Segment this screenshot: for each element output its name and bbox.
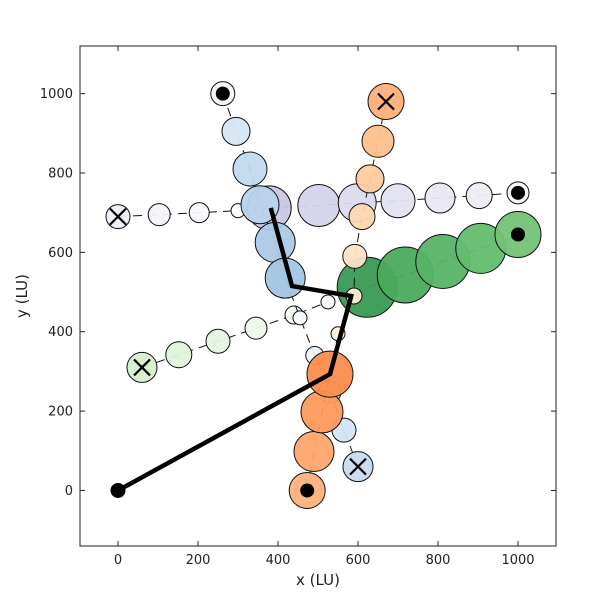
y-tick-label-4: 800 [48, 166, 73, 181]
series-purple-point-7 [380, 183, 416, 219]
series-orange-point-8 [355, 164, 385, 194]
y-tick-label-3: 600 [48, 246, 73, 261]
series-orange-point-6 [342, 243, 368, 269]
series-green-light-point-2 [205, 328, 231, 354]
path-start-dot-marker [110, 482, 126, 498]
series-blue-end-x-marker-b [349, 457, 367, 476]
series-orange-point-9 [361, 124, 395, 158]
series-green-light-point-1 [165, 341, 193, 369]
x-tick-label-3: 600 [346, 553, 371, 568]
y-tick-label-2: 400 [48, 325, 73, 340]
axis-layer: 0 200 400 600 800 1000 0 200 400 600 800 1000 [40, 46, 556, 568]
series-green-light-point-5 [320, 294, 336, 310]
series-purple-point-1 [147, 203, 171, 227]
plot-frame [79, 45, 557, 547]
series-purple [105, 181, 530, 231]
series-purple-point-9 [465, 182, 493, 210]
series-green-dark [336, 210, 542, 318]
plot-area [105, 81, 542, 509]
series-layer [105, 81, 542, 509]
series-orange-point-2 [300, 390, 344, 434]
series-purple-point-2 [188, 202, 210, 224]
series-green-light-point-3 [244, 316, 268, 340]
series-purple-point-5 [297, 184, 341, 228]
y-axis-label: y (LU) [13, 274, 31, 318]
series-orange-point-1 [293, 431, 335, 473]
series-blue-point-3 [240, 185, 280, 225]
y-tick-label-5: 1000 [40, 87, 73, 102]
y-tick-label-1: 200 [48, 405, 73, 420]
series-purple-end-dot-marker [511, 185, 525, 200]
x-tick-label-4: 800 [426, 553, 451, 568]
x-tick-label-2: 400 [266, 553, 291, 568]
x-axis-label: x (LU) [296, 571, 340, 589]
series-green-dark-end-dot-marker [511, 227, 525, 242]
series-purple-start-x-marker-b [109, 207, 127, 226]
series-blue [210, 81, 374, 483]
x-tick-label-1: 200 [186, 553, 211, 568]
path-line [116, 207, 355, 493]
series-blue-start-dot-marker [215, 86, 230, 101]
series-orange-end-x-marker-b [377, 92, 395, 111]
series-blue-point-6 [292, 310, 308, 326]
series-orange-start-dot-marker [300, 483, 315, 498]
series-blue-point-2 [232, 151, 268, 187]
path-group [110, 207, 355, 498]
series-orange-point-7 [348, 203, 376, 231]
series-green-light-start-x-marker-b [133, 358, 151, 377]
y-tick-label-0: 0 [65, 484, 73, 499]
series-purple-point-8 [424, 182, 456, 214]
x-tick-label-5: 1000 [501, 553, 534, 568]
series-orange [288, 83, 405, 509]
x-tick-label-0: 0 [114, 553, 122, 568]
series-blue-point-1 [221, 116, 251, 146]
